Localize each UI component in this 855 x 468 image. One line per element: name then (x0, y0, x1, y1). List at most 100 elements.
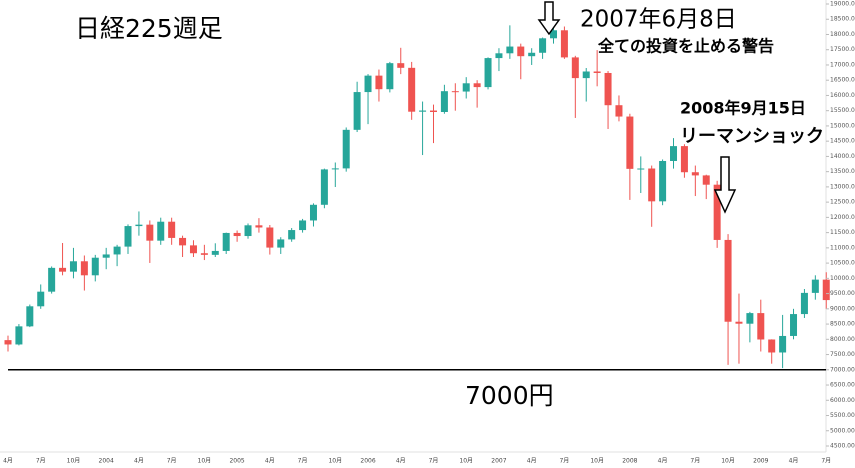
x-tick-label: 2008 (622, 458, 637, 465)
annotation: 2007年6月8日 (580, 7, 737, 33)
y-tick-label: 8500.00 (830, 321, 855, 328)
candle-body (91, 257, 99, 276)
y-tick-label: 15000.00 (830, 122, 855, 129)
candle-body (135, 224, 143, 227)
candle-body (691, 172, 699, 176)
y-tick-label: 14000.00 (830, 153, 855, 160)
candle-body (757, 313, 765, 340)
x-tick-label: 4月 (265, 458, 275, 465)
y-tick-label: 9500.00 (830, 290, 855, 297)
y-tick-label: 14500.00 (830, 138, 855, 145)
x-tick-label: 2006 (360, 458, 375, 465)
x-tick-label: 4月 (3, 458, 13, 465)
candle-body (637, 168, 645, 170)
candle-body (659, 160, 667, 202)
candle-body (69, 261, 77, 272)
x-tick-label: 2004 (99, 458, 114, 465)
x-tick-label: 10月 (198, 458, 212, 465)
candle-body (429, 110, 437, 113)
y-tick-label: 7000.00 (830, 366, 855, 373)
candle-body (571, 57, 579, 79)
y-tick-label: 11500.00 (830, 229, 855, 236)
candle-body (48, 267, 56, 292)
candle-body (353, 92, 361, 130)
x-tick-label: 10月 (721, 458, 735, 465)
candle-body (222, 232, 230, 251)
candle-body (451, 91, 459, 93)
y-tick-label: 11000.00 (830, 244, 855, 251)
candle-body (822, 279, 830, 301)
x-tick-label: 4月 (396, 458, 406, 465)
y-tick-label: 12500.00 (830, 199, 855, 206)
candle-body (397, 63, 405, 68)
candle-body (80, 261, 88, 276)
candle-body (244, 225, 252, 237)
candle-body (735, 321, 743, 324)
x-tick-label: 7月 (298, 458, 308, 465)
candle-body (604, 72, 612, 106)
candle-body (440, 91, 448, 113)
candle-body (331, 168, 339, 170)
candle-body (473, 83, 481, 88)
candle-body (800, 292, 808, 315)
candle-body (200, 253, 208, 255)
x-tick-label: 2009 (753, 458, 768, 465)
x-tick-label: 4月 (658, 458, 668, 465)
candle-body (582, 71, 590, 79)
candle-body (211, 250, 219, 255)
y-tick-label: 13000.00 (830, 183, 855, 190)
y-tick-label: 6500.00 (830, 382, 855, 389)
candle-body (550, 30, 557, 39)
candle-body (309, 204, 317, 221)
candle-body (746, 313, 754, 324)
y-tick-label: 16500.00 (830, 77, 855, 84)
candle-body (408, 67, 416, 112)
x-tick-label: 10月 (459, 458, 473, 465)
y-tick-label: 16000.00 (830, 92, 855, 99)
candle-body (375, 75, 383, 90)
y-tick-label: 19000.00 (830, 1, 855, 8)
candle-body (113, 246, 121, 255)
candle-body (342, 129, 350, 169)
annotation: リーマンショック (680, 126, 824, 147)
candle-body (26, 306, 34, 327)
candle-body (277, 239, 285, 248)
y-tick-label: 13500.00 (830, 168, 855, 175)
y-tick-label: 12000.00 (830, 214, 855, 221)
candle-body (124, 226, 132, 247)
y-tick-label: 10500.00 (830, 260, 855, 267)
x-tick-label: 7月 (559, 458, 569, 465)
annotation: 2008年9月15日 (680, 99, 806, 118)
x-tick-label: 7月 (167, 458, 177, 465)
candle-body (680, 146, 688, 173)
candle-body (495, 53, 503, 59)
candle-body (560, 30, 568, 58)
x-tick-label: 10月 (328, 458, 342, 465)
candle-body (648, 168, 656, 202)
y-tick-label: 9000.00 (830, 305, 855, 312)
candle-body (615, 105, 623, 117)
y-tick-label: 7500.00 (830, 351, 855, 358)
candle-body (102, 254, 110, 258)
candle-body (168, 221, 176, 238)
x-tick-label: 4月 (134, 458, 144, 465)
candle-body (724, 239, 732, 322)
y-tick-label: 6000.00 (830, 397, 855, 404)
candle-body (364, 75, 372, 93)
candle-body (189, 245, 197, 254)
candle-body (790, 314, 798, 336)
candle-body (811, 279, 819, 293)
candle-body (37, 291, 45, 307)
y-tick-label: 18500.00 (830, 16, 855, 23)
annotation: 全ての投資を止める警告 (597, 37, 774, 56)
arrow (713, 156, 737, 214)
candle-body (179, 237, 187, 246)
candle-body (59, 267, 67, 272)
candle-body (768, 339, 776, 353)
x-tick-label: 10月 (67, 458, 81, 465)
y-tick-label: 17500.00 (830, 46, 855, 53)
candle-body (386, 63, 394, 90)
x-tick-label: 7月 (821, 458, 831, 465)
candle-body (15, 326, 23, 345)
